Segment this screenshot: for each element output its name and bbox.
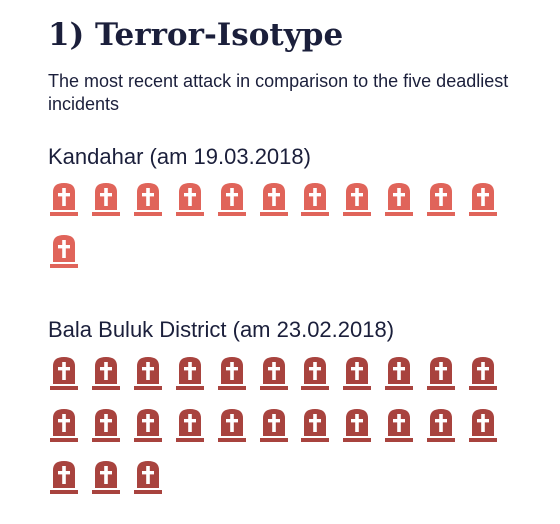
chart-subtitle: The most recent attack in comparison to … <box>48 71 509 114</box>
tombstone-icon <box>260 357 288 390</box>
tombstone-icon <box>176 409 204 442</box>
tombstone-icon <box>469 357 497 390</box>
tombstone-icon <box>385 183 413 216</box>
tombstone-icon <box>469 409 497 442</box>
tombstone-icon <box>385 357 413 390</box>
group-label-kandahar: Kandahar (am 19.03.2018) <box>48 144 311 169</box>
group-label-bala-buluk: Bala Buluk District (am 23.02.2018) <box>48 317 395 342</box>
tombstone-icon <box>176 183 204 216</box>
tombstone-icon <box>176 357 204 390</box>
tombstone-icon <box>385 409 413 442</box>
tombstone-icon <box>92 183 120 216</box>
chart-title: 1) Terror-Isotype <box>48 17 344 53</box>
tombstone-icon <box>50 235 78 268</box>
tombstone-icon <box>301 409 329 442</box>
tombstone-icon <box>92 357 120 390</box>
tombstone-icon <box>469 183 497 216</box>
tombstone-icon <box>50 357 78 390</box>
tombstone-icon <box>134 409 162 442</box>
tombstone-icon <box>260 409 288 442</box>
tombstone-icon <box>134 183 162 216</box>
tombstone-icon <box>427 409 455 442</box>
tombstone-icon <box>218 183 246 216</box>
tombstone-icon <box>427 357 455 390</box>
tombstone-icon <box>343 183 371 216</box>
tombstone-icon <box>218 409 246 442</box>
tombstone-icon <box>218 357 246 390</box>
tombstone-icon <box>50 409 78 442</box>
tombstone-icon <box>50 461 78 494</box>
tombstone-icon <box>260 183 288 216</box>
tombstone-icon <box>343 357 371 390</box>
tombstone-icon <box>301 357 329 390</box>
tombstone-icon <box>92 461 120 494</box>
tombstone-icon <box>134 461 162 494</box>
tombstone-icon <box>343 409 371 442</box>
tombstone-icon <box>50 183 78 216</box>
tombstone-icon <box>92 409 120 442</box>
tombstone-icon <box>301 183 329 216</box>
tombstone-icon <box>134 357 162 390</box>
tombstone-icon <box>427 183 455 216</box>
